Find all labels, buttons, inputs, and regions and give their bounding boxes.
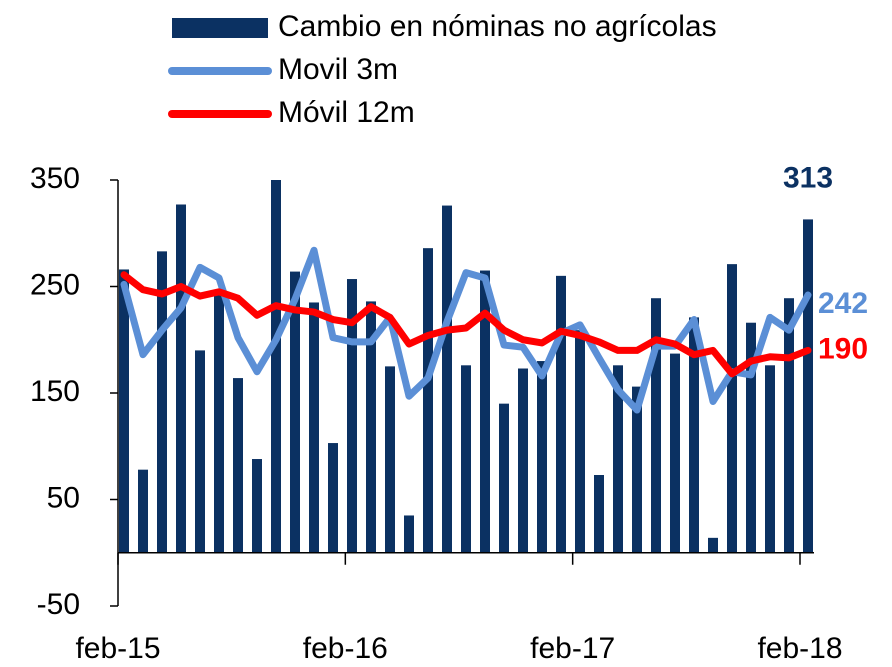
bar <box>157 251 167 553</box>
y-tick-label: 150 <box>30 375 80 408</box>
y-tick-label: 350 <box>30 162 80 195</box>
bar <box>480 270 490 553</box>
bar <box>309 302 319 553</box>
bar <box>689 317 699 553</box>
bar <box>613 365 623 553</box>
bar <box>575 330 585 553</box>
bar <box>119 269 129 553</box>
bar <box>518 368 528 553</box>
x-tick-label: feb-16 <box>303 632 388 665</box>
bar <box>233 378 243 553</box>
legend-label: Movil 3m <box>278 53 398 86</box>
end-label: 242 <box>818 287 868 320</box>
bar <box>385 366 395 553</box>
bar <box>214 289 224 553</box>
bar <box>423 248 433 553</box>
bar <box>138 469 148 553</box>
bar <box>328 443 338 553</box>
bar <box>499 403 509 553</box>
x-tick-label: feb-17 <box>530 632 615 665</box>
bar <box>784 298 794 553</box>
line-series <box>120 271 812 378</box>
bar <box>442 205 452 553</box>
bar <box>461 365 471 553</box>
bar <box>290 271 300 553</box>
line-series <box>120 246 812 414</box>
bar <box>708 537 718 553</box>
legend-swatch <box>172 18 268 38</box>
bar <box>651 298 661 553</box>
bar <box>347 279 357 553</box>
y-tick-label: 50 <box>47 481 80 514</box>
x-tick-label: feb-15 <box>75 632 160 665</box>
legend-label: Cambio en nóminas no agrícolas <box>278 10 717 43</box>
bar <box>176 204 186 553</box>
y-tick-label: 250 <box>30 268 80 301</box>
bar <box>556 275 566 553</box>
bar <box>746 322 756 553</box>
bar <box>404 515 414 553</box>
bar <box>366 301 376 553</box>
x-tick-label: feb-18 <box>757 632 842 665</box>
bar <box>195 350 205 553</box>
bar <box>765 365 775 553</box>
bar <box>670 353 680 553</box>
bar <box>252 459 262 553</box>
bar <box>727 264 737 553</box>
bar <box>803 219 813 553</box>
bar <box>594 475 604 553</box>
y-tick-label: -50 <box>37 588 80 621</box>
end-label: 313 <box>783 161 833 194</box>
bar <box>537 361 547 553</box>
legend-label: Móvil 12m <box>278 96 415 129</box>
bar <box>632 386 642 553</box>
end-label: 190 <box>818 332 868 365</box>
bar <box>271 180 281 553</box>
